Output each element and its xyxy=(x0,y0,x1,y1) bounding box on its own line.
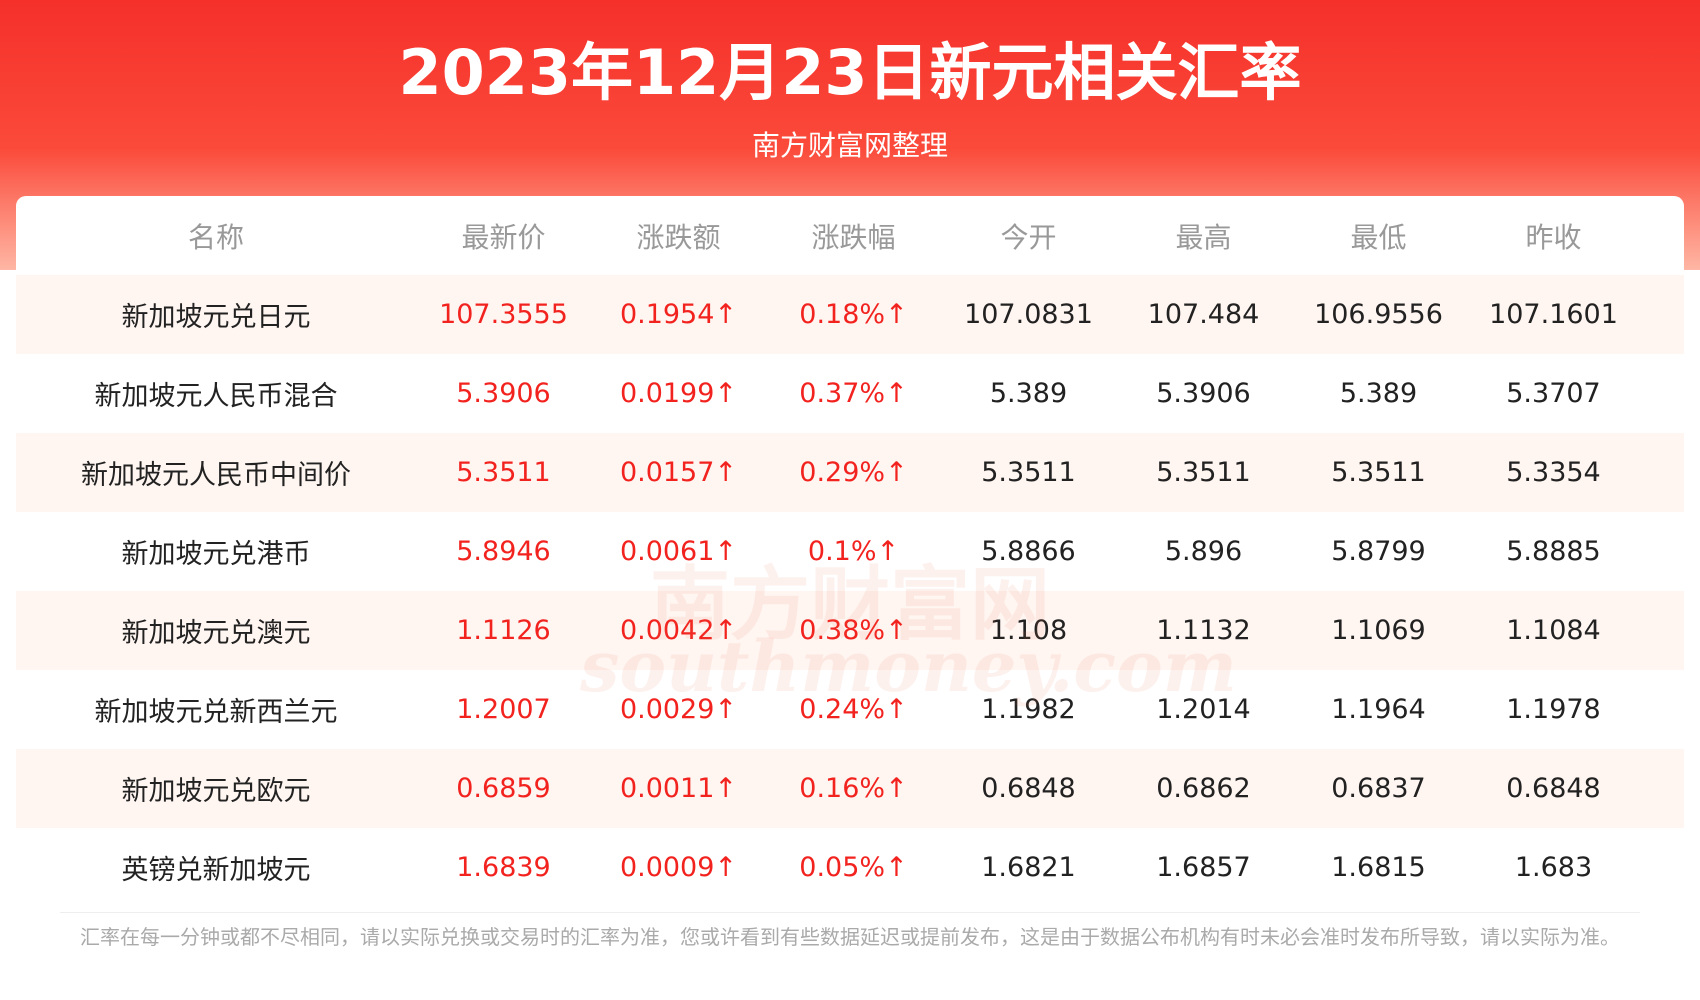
cell: 5.389 xyxy=(989,378,1068,409)
column-header: 名称 xyxy=(187,220,244,254)
cell: 5.3511 xyxy=(981,457,1076,488)
cell: 1.1964 xyxy=(1331,694,1426,725)
cell: 1.6839 xyxy=(456,852,551,883)
cell: 5.3906 xyxy=(1156,378,1251,409)
pair-name: 新加坡元人民币中间价 xyxy=(81,460,351,491)
cell: 1.1126 xyxy=(456,615,551,646)
cell: 0.37%↑ xyxy=(799,378,908,409)
rate-table: 名称 最新价 涨跌额 涨跌幅 今开 最高 最低 昨收新加坡元兑日元 107.3555 0.1954… xyxy=(16,196,1684,907)
cell: 1.1132 xyxy=(1156,615,1251,646)
subtitle: 南方财富网整理 xyxy=(751,129,948,162)
cell: 0.6859 xyxy=(456,773,551,804)
cell: 0.38%↑ xyxy=(799,615,908,646)
cell: 0.0009↑ xyxy=(619,852,738,883)
cell: 1.6815 xyxy=(1331,852,1426,883)
pair-name: 新加坡元兑港币 xyxy=(121,539,311,570)
cell: 1.1982 xyxy=(981,694,1076,725)
cell: 1.1978 xyxy=(1506,694,1601,725)
cell: 1.2014 xyxy=(1156,694,1251,725)
cell: 5.3511 xyxy=(1156,457,1251,488)
cell: 5.3707 xyxy=(1506,378,1601,409)
cell: 0.1954↑ xyxy=(619,299,738,330)
table-row: 英镑兑新加坡元 1.6839 0.0009↑ 0.05%↑ 1.6821 1.6857 1.… xyxy=(16,828,1684,907)
cell: 0.1%↑ xyxy=(807,536,900,567)
cell: 0.29%↑ xyxy=(799,457,908,488)
cell: 5.3511 xyxy=(456,457,551,488)
cell: 5.8799 xyxy=(1331,536,1426,567)
cell: 5.3511 xyxy=(1331,457,1426,488)
cell: 1.108 xyxy=(989,615,1068,646)
cell: 1.683 xyxy=(1514,852,1593,883)
table-row: 新加坡元兑港币 5.8946 0.0061↑ 0.1%↑ 5.8866 5.896 5.87… xyxy=(16,512,1684,591)
column-header: 今开 xyxy=(1000,220,1057,254)
cell: 5.3906 xyxy=(456,378,551,409)
cell: 1.6821 xyxy=(981,852,1076,883)
table-row: 新加坡元兑日元 107.3555 0.1954↑ 0.18%↑ 107.0831 107.… xyxy=(16,275,1684,354)
pair-name: 新加坡元兑澳元 xyxy=(121,618,311,649)
pair-name: 新加坡元兑日元 xyxy=(121,302,311,333)
column-header: 最高 xyxy=(1175,220,1232,254)
cell: 5.8885 xyxy=(1506,536,1601,567)
cell: 107.3555 xyxy=(439,299,568,330)
cell: 107.484 xyxy=(1147,299,1260,330)
cell: 0.24%↑ xyxy=(799,694,908,725)
cell: 0.05%↑ xyxy=(799,852,908,883)
footer-note: 汇率在每一分钟或都不尽相同，请以实际兑换或交易时的汇率为准，您或许看到有些数据延… xyxy=(60,912,1640,951)
cell: 0.16%↑ xyxy=(799,773,908,804)
cell: 0.0157↑ xyxy=(619,457,738,488)
cell: 0.6837 xyxy=(1331,773,1426,804)
cell: 0.0029↑ xyxy=(619,694,738,725)
cell: 5.389 xyxy=(1339,378,1418,409)
header-row: 名称 最新价 涨跌额 涨跌幅 今开 最高 最低 昨收 xyxy=(16,196,1684,275)
column-header: 最新价 xyxy=(461,220,546,254)
cell: 5.8866 xyxy=(981,536,1076,567)
cell: 0.6862 xyxy=(1156,773,1251,804)
table-row: 新加坡元人民币混合 5.3906 0.0199↑ 0.37%↑ 5.389 5.3906 5… xyxy=(16,354,1684,433)
cell: 1.6857 xyxy=(1156,852,1251,883)
table-row: 新加坡元兑澳元 1.1126 0.0042↑ 0.38%↑ 1.108 1.1132 1.1… xyxy=(16,591,1684,670)
title: 2023年12月23日新元相关汇率 xyxy=(398,36,1302,109)
cell: 5.896 xyxy=(1164,536,1243,567)
pair-name: 新加坡元兑欧元 xyxy=(121,776,311,807)
cell: 107.0831 xyxy=(964,299,1093,330)
cell: 1.1084 xyxy=(1506,615,1601,646)
pair-name: 新加坡元兑新西兰元 xyxy=(94,697,338,728)
cell: 0.0011↑ xyxy=(619,773,738,804)
column-header: 涨跌额 xyxy=(636,220,721,254)
cell: 0.0061↑ xyxy=(619,536,738,567)
pair-name: 新加坡元人民币混合 xyxy=(94,381,338,412)
column-header: 最低 xyxy=(1350,220,1407,254)
cell: 0.0042↑ xyxy=(619,615,738,646)
column-header: 涨跌幅 xyxy=(811,220,896,254)
cell: 0.6848 xyxy=(981,773,1076,804)
column-header: 昨收 xyxy=(1525,220,1582,254)
cell: 0.0199↑ xyxy=(619,378,738,409)
cell: 0.18%↑ xyxy=(799,299,908,330)
cell: 1.1069 xyxy=(1331,615,1426,646)
cell: 107.1601 xyxy=(1489,299,1618,330)
cell: 1.2007 xyxy=(456,694,551,725)
table-row: 新加坡元人民币中间价 5.3511 0.0157↑ 0.29%↑ 5.3511 5.351… xyxy=(16,433,1684,512)
cell: 5.3354 xyxy=(1506,457,1601,488)
table-row: 新加坡元兑新西兰元 1.2007 0.0029↑ 0.24%↑ 1.1982 1.2014… xyxy=(16,670,1684,749)
pair-name: 英镑兑新加坡元 xyxy=(121,855,311,886)
table-row: 新加坡元兑欧元 0.6859 0.0011↑ 0.16%↑ 0.6848 0.6862 0.… xyxy=(16,749,1684,828)
cell: 0.6848 xyxy=(1506,773,1601,804)
cell: 106.9556 xyxy=(1314,299,1443,330)
cell: 5.8946 xyxy=(456,536,551,567)
